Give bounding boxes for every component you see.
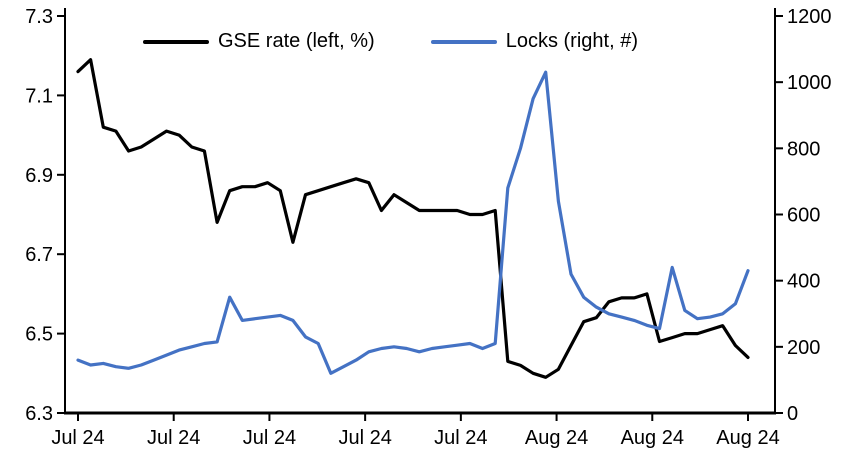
left-axis-tick-label: 6.5 bbox=[25, 324, 53, 346]
legend-item-locks: Locks (right, #) bbox=[430, 30, 638, 53]
right-axis-tick-label: 400 bbox=[787, 271, 820, 293]
gse-rate-line bbox=[76, 58, 750, 379]
left-axis-tick-label: 7.1 bbox=[25, 85, 53, 107]
locks-line bbox=[76, 70, 750, 375]
x-axis-tick-label: Jul 24 bbox=[243, 427, 296, 449]
x-axis-tick-label: Jul 24 bbox=[338, 427, 391, 449]
left-axis-tick-label: 6.7 bbox=[25, 244, 53, 266]
chart-legend: GSE rate (left, %) Locks (right, #) bbox=[143, 30, 638, 53]
x-axis-tick-label: Aug 24 bbox=[525, 427, 588, 449]
x-axis-tick-label: Aug 24 bbox=[716, 427, 779, 449]
right-axis-tick-label: 0 bbox=[787, 403, 798, 425]
right-axis-tick-label: 600 bbox=[787, 205, 820, 227]
x-axis-tick-label: Jul 24 bbox=[51, 427, 104, 449]
right-axis-tick-label: 1200 bbox=[787, 6, 832, 28]
legend-item-gse-rate: GSE rate (left, %) bbox=[143, 30, 375, 53]
gse-rate-line-swatch bbox=[143, 39, 209, 44]
right-axis-tick-label: 1000 bbox=[787, 72, 832, 94]
right-axis-tick-label: 800 bbox=[787, 138, 820, 160]
right-axis-tick-label: 200 bbox=[787, 337, 820, 359]
x-axis-tick-label: Aug 24 bbox=[621, 427, 684, 449]
legend-label-locks: Locks (right, #) bbox=[505, 30, 638, 52]
legend-label-gse-rate: GSE rate (left, %) bbox=[218, 30, 375, 52]
locks-line-swatch bbox=[430, 39, 497, 44]
left-axis-tick-label: 6.3 bbox=[25, 403, 53, 425]
x-axis-tick-label: Jul 24 bbox=[147, 427, 200, 449]
x-axis-tick-label: Jul 24 bbox=[434, 427, 487, 449]
left-axis-tick-label: 7.3 bbox=[25, 6, 53, 28]
left-axis-tick-label: 6.9 bbox=[25, 165, 53, 187]
